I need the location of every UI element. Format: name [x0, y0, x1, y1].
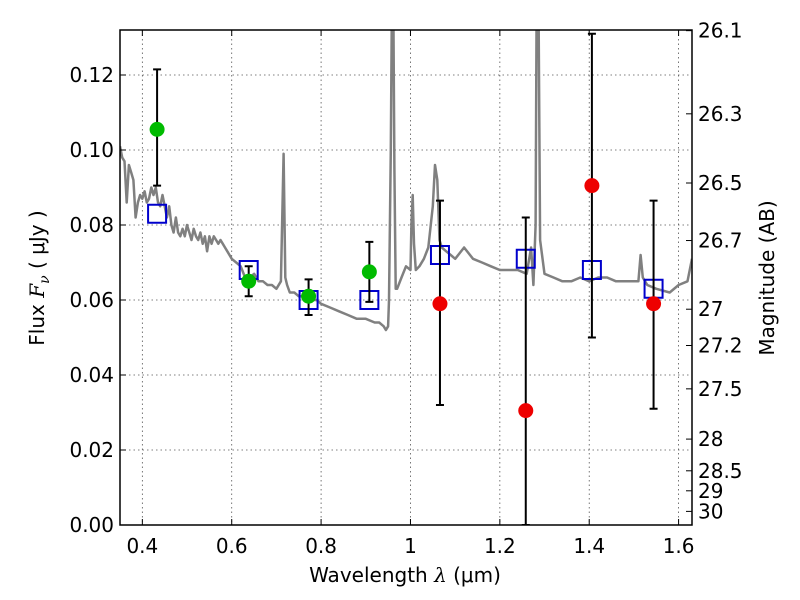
mag-tick-label: 26.1	[698, 19, 743, 43]
x-tick-label: 1.4	[573, 534, 605, 558]
y-tick-label: 0.06	[69, 288, 114, 312]
y-tick-label: 0.00	[69, 513, 114, 537]
y-tick-label: 0.12	[69, 63, 114, 87]
y-axis-label: Flux Fν ( μJy )	[25, 210, 53, 345]
mag-tick-label: 29	[698, 479, 723, 503]
plot-area	[120, 30, 692, 525]
x-tick-label: 0.4	[126, 534, 158, 558]
mag-tick-label: 28	[698, 427, 723, 451]
y-tick-label: 0.08	[69, 213, 114, 237]
photometry-point	[301, 288, 317, 304]
mag-tick-label: 26.3	[698, 102, 743, 126]
photometry-point	[646, 296, 662, 312]
plot-frame	[119, 29, 693, 526]
right-axis-label: Magnitude (AB)	[755, 200, 779, 355]
spectrum-line	[120, 30, 692, 332]
mag-tick-label: 27.5	[698, 377, 743, 401]
photometry-point	[584, 178, 600, 194]
grid-lines	[120, 30, 692, 526]
photometry-point	[361, 264, 377, 280]
photometry-point	[518, 403, 534, 419]
x-tick-label: 1	[404, 534, 417, 558]
photometry-point	[149, 121, 165, 137]
mag-tick-label: 27.2	[698, 334, 743, 358]
photometry-point	[432, 296, 448, 312]
mag-tick-label: 30	[698, 499, 723, 523]
mag-tick-label: 26.5	[698, 171, 743, 195]
y-tick-label: 0.02	[69, 438, 114, 462]
x-tick-label: 0.6	[216, 534, 248, 558]
mag-tick-label: 28.5	[698, 459, 743, 483]
x-tick-label: 1.2	[484, 534, 516, 558]
mag-tick-label: 26.7	[698, 229, 743, 253]
x-tick-label: 0.8	[305, 534, 337, 558]
y-tick-label: 0.10	[69, 138, 114, 162]
x-tick-label: 1.6	[663, 534, 695, 558]
y-tick-label: 0.04	[69, 363, 114, 387]
mag-tick-label: 27	[698, 297, 723, 321]
model-square-marker	[147, 203, 168, 224]
x-axis-label: Wavelength λ (μm)	[309, 563, 501, 587]
axis-ticks: 0.4 0.6 0.8 1 1.2 1.4 1.6 0.00 0.02 0.04 0.06 0.08 0…	[69, 19, 742, 558]
photometry-point	[241, 273, 257, 289]
